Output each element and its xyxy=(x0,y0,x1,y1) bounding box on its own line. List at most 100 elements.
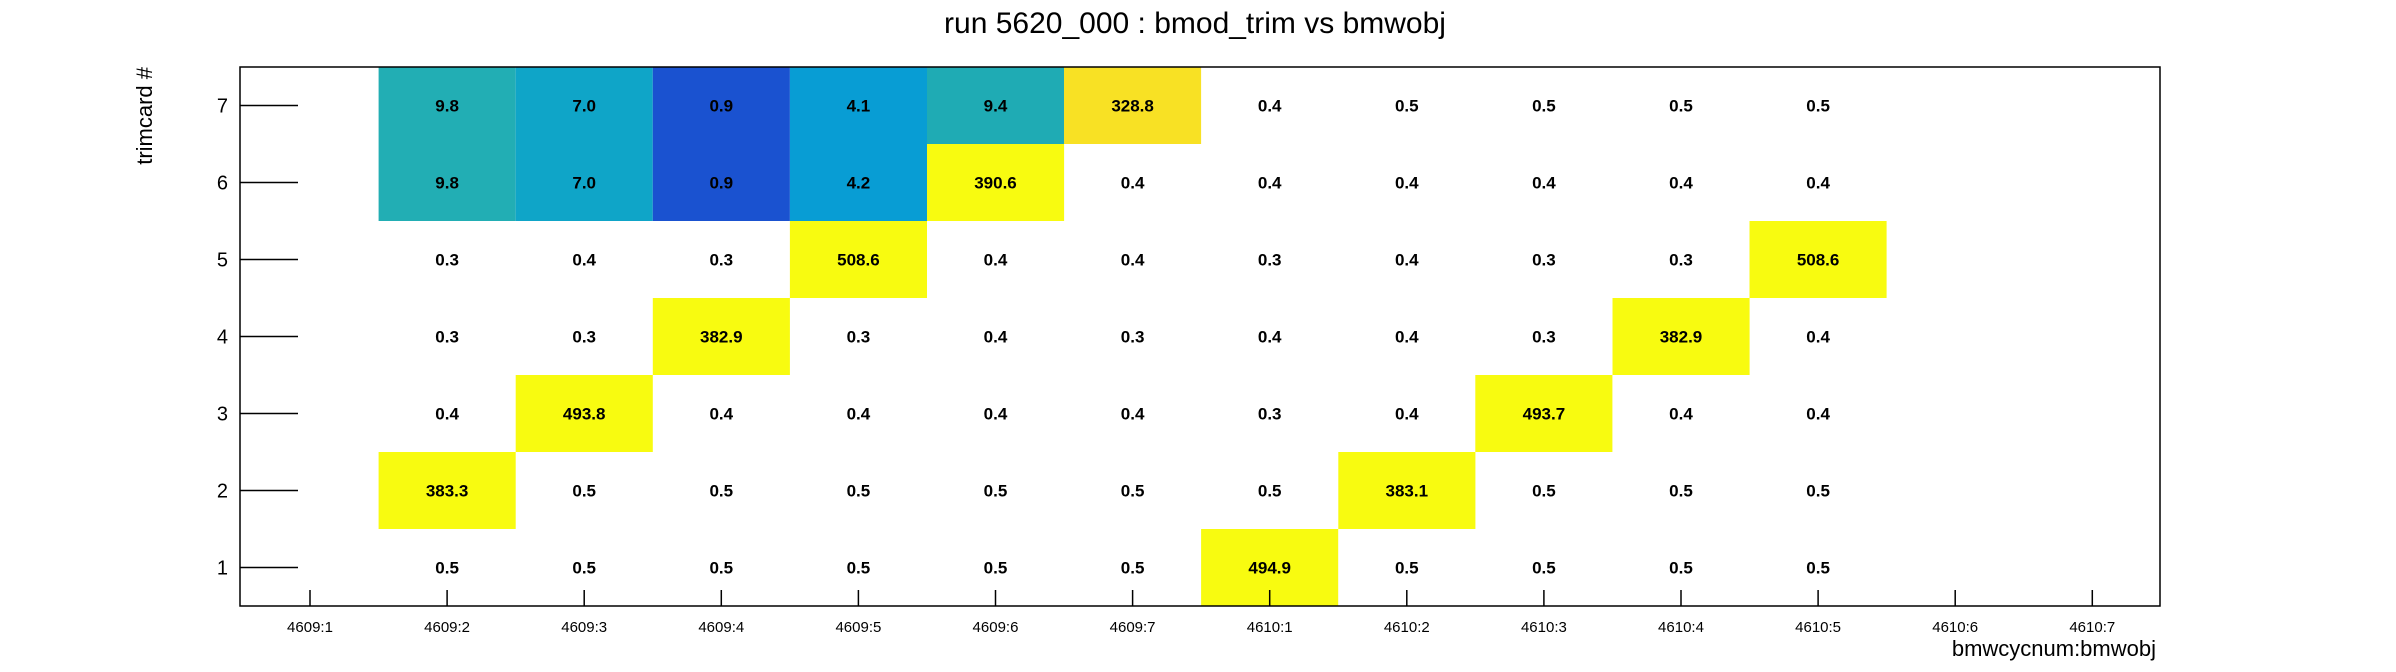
cell-value-label: 0.5 xyxy=(1669,97,1693,116)
cell-value-label: 0.3 xyxy=(1258,405,1282,424)
cell-value-label: 0.4 xyxy=(572,251,596,270)
cell-value-label: 0.5 xyxy=(1395,97,1419,116)
cell-value-label: 0.5 xyxy=(1395,559,1419,578)
heatmap-cell xyxy=(1064,67,1202,144)
x-tick-label: 4609:4 xyxy=(698,619,744,636)
cell-value-label: 383.3 xyxy=(426,482,469,501)
cell-value-label: 9.4 xyxy=(984,97,1008,116)
heatmap-cell xyxy=(515,67,653,144)
cell-value-label: 9.8 xyxy=(435,174,459,193)
heatmap-cell xyxy=(652,298,790,375)
cell-value-label: 0.4 xyxy=(984,405,1008,424)
cell-value-label: 0.4 xyxy=(847,405,871,424)
cell-value-label: 7.0 xyxy=(572,97,596,116)
y-tick-label: 6 xyxy=(217,173,228,195)
heatmap-cell xyxy=(1612,298,1750,375)
y-tick-label: 3 xyxy=(217,404,228,426)
cell-value-label: 0.4 xyxy=(1395,328,1419,347)
cell-value-label: 4.2 xyxy=(847,174,871,193)
cell-value-label: 0.4 xyxy=(709,405,733,424)
cell-value-label: 0.3 xyxy=(435,328,459,347)
cell-value-label: 0.4 xyxy=(1669,405,1693,424)
cell-value-label: 493.8 xyxy=(563,405,606,424)
x-tick-label: 4610:7 xyxy=(2069,619,2115,636)
cell-value-label: 0.4 xyxy=(1121,251,1145,270)
cell-value-label: 0.5 xyxy=(1669,559,1693,578)
cell-value-label: 0.5 xyxy=(435,559,459,578)
cell-value-label: 0.5 xyxy=(1532,482,1556,501)
cell-value-label: 0.4 xyxy=(1395,174,1419,193)
cell-value-label: 0.4 xyxy=(1532,174,1556,193)
heatmap-cell xyxy=(927,67,1065,144)
cell-value-label: 382.9 xyxy=(700,328,743,347)
cell-value-label: 0.5 xyxy=(984,482,1008,501)
cell-value-label: 0.3 xyxy=(847,328,871,347)
cell-value-label: 0.3 xyxy=(435,251,459,270)
cell-value-label: 0.5 xyxy=(1806,559,1830,578)
cell-value-label: 0.5 xyxy=(847,482,871,501)
x-axis: 4609:1 4609:2 4609:3 4609:4 4609:5 4609:6 4609… xyxy=(287,590,2115,636)
x-tick-label: 4609:5 xyxy=(835,619,881,636)
cell-value-label: 0.5 xyxy=(847,559,871,578)
cell-value-label: 0.4 xyxy=(1806,328,1830,347)
cell-value-label: 0.4 xyxy=(1395,405,1419,424)
cell-value-label: 0.3 xyxy=(1669,251,1693,270)
y-tick-label: 5 xyxy=(217,250,228,272)
cell-value-label: 0.3 xyxy=(1121,328,1145,347)
cell-value-label: 0.4 xyxy=(1121,174,1145,193)
cell-value-label: 0.5 xyxy=(1806,482,1830,501)
x-tick-label: 4609:3 xyxy=(561,619,607,636)
chart-title: run 5620_000 : bmod_trim vs bmwobj xyxy=(944,7,1446,40)
heatmap-cell xyxy=(378,452,516,529)
heatmap-cell xyxy=(927,144,1065,221)
cell-value-label: 0.3 xyxy=(1532,251,1556,270)
cell-value-label: 0.5 xyxy=(1532,559,1556,578)
x-tick-label: 4610:5 xyxy=(1795,619,1841,636)
x-tick-label: 4609:1 xyxy=(287,619,333,636)
y-tick-label: 1 xyxy=(217,558,228,580)
cell-value-label: 0.9 xyxy=(709,174,733,193)
x-tick-label: 4610:6 xyxy=(1932,619,1978,636)
cell-value-label: 0.4 xyxy=(984,328,1008,347)
x-tick-label: 4610:4 xyxy=(1658,619,1704,636)
x-tick-label: 4610:1 xyxy=(1247,619,1293,636)
cell-value-label: 0.4 xyxy=(1669,174,1693,193)
y-axis-label: trimcard # xyxy=(132,66,157,165)
cell-value-label: 0.5 xyxy=(1532,97,1556,116)
cell-value-label: 383.1 xyxy=(1386,482,1429,501)
cell-value-label: 4.1 xyxy=(847,97,871,116)
cell-value-label: 0.4 xyxy=(1121,405,1145,424)
cell-value-label: 0.4 xyxy=(1806,405,1830,424)
cell-value-label: 0.3 xyxy=(1258,251,1282,270)
heatmap-cell xyxy=(515,144,653,221)
cell-value-label: 0.5 xyxy=(709,482,733,501)
cell-value-label: 0.5 xyxy=(1121,559,1145,578)
cell-value-label: 9.8 xyxy=(435,97,459,116)
cell-value-label: 382.9 xyxy=(1660,328,1703,347)
cell-value-label: 0.9 xyxy=(709,97,733,116)
cell-value-label: 0.4 xyxy=(1258,328,1282,347)
cell-value-label: 508.6 xyxy=(837,251,880,270)
cell-value-label: 0.5 xyxy=(1806,97,1830,116)
cell-value-label: 0.4 xyxy=(1395,251,1419,270)
cell-value-label: 0.4 xyxy=(1806,174,1830,193)
heatmap-cell xyxy=(789,67,927,144)
x-tick-label: 4610:2 xyxy=(1384,619,1430,636)
cell-value-label: 0.5 xyxy=(1669,482,1693,501)
cell-value-label: 328.8 xyxy=(1111,97,1154,116)
x-axis-label: bmwcycnum:bmwobj xyxy=(1952,636,2156,661)
x-tick-label: 4609:7 xyxy=(1110,619,1156,636)
heatmap-cell xyxy=(378,67,516,144)
cell-value-label: 493.7 xyxy=(1523,405,1566,424)
cell-value-label: 0.3 xyxy=(1532,328,1556,347)
x-tick-label: 4609:2 xyxy=(424,619,470,636)
cell-value-label: 0.3 xyxy=(709,251,733,270)
cell-value-label: 0.3 xyxy=(572,328,596,347)
heatmap-cell xyxy=(515,375,653,452)
cell-value-label: 390.6 xyxy=(974,174,1017,193)
heatmap-cell xyxy=(1475,375,1613,452)
heatmap-cell xyxy=(652,67,790,144)
cell-value-label: 0.4 xyxy=(1258,174,1282,193)
